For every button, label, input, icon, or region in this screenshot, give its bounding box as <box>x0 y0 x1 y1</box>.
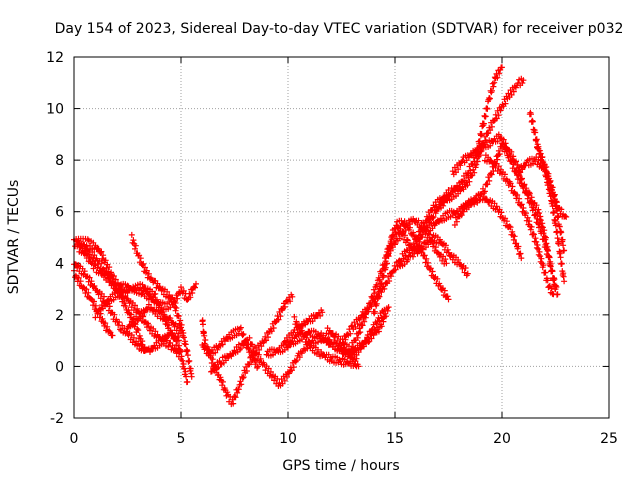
x-tick-label: 15 <box>386 431 404 447</box>
plot-frame <box>73 56 610 419</box>
y-tick-label: 10 <box>46 102 64 118</box>
data-point-markers <box>92 280 199 321</box>
y-axis-label: SDTVAR / TECUs <box>6 180 22 295</box>
x-tick-label: 10 <box>279 431 297 447</box>
x-axis-label: GPS time / hours <box>282 458 399 474</box>
series-track-21 <box>409 75 527 260</box>
series-track-8 <box>124 301 184 337</box>
x-tick-label: 0 <box>70 431 79 447</box>
y-tick-labels: -2 0 2 4 6 8 10 12 <box>46 50 64 427</box>
y-tick-label: 12 <box>46 50 64 66</box>
x-tick-labels: 0 5 10 15 20 25 <box>70 431 618 447</box>
y-tick-label: 8 <box>55 153 64 169</box>
series-track-24 <box>449 131 559 293</box>
y-tick-label: 2 <box>55 308 64 324</box>
chart-title: Day 154 of 2023, Sidereal Day-to-day VTE… <box>55 21 624 37</box>
series-track-7 <box>92 280 199 321</box>
data-point-markers <box>449 131 559 293</box>
data-point-markers <box>533 137 568 254</box>
series-track-28 <box>533 137 568 254</box>
data-point-markers <box>481 152 557 298</box>
x-tick-label: 20 <box>493 431 511 447</box>
data-point-markers <box>409 75 527 260</box>
y-tick-label: 4 <box>55 256 64 272</box>
series-track-14 <box>291 313 362 370</box>
x-tick-label: 5 <box>177 431 186 447</box>
x-tick-label: 25 <box>600 431 618 447</box>
data-point-markers <box>291 313 362 370</box>
y-tick-label: -2 <box>50 411 64 427</box>
series-track-25 <box>481 152 557 298</box>
data-point-markers <box>124 301 184 337</box>
data-series <box>71 64 570 408</box>
y-tick-label: 0 <box>55 359 64 375</box>
y-tick-label: 6 <box>55 205 64 221</box>
